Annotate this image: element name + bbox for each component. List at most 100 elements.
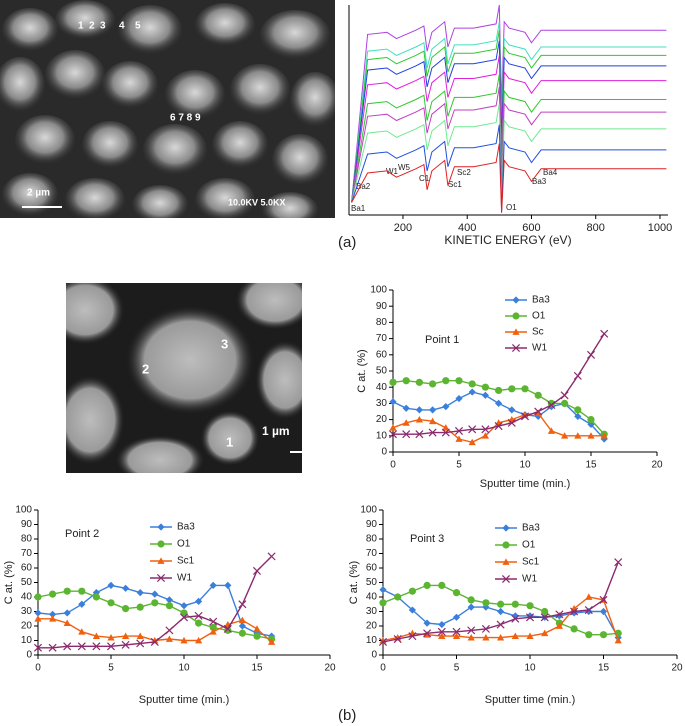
series-line xyxy=(351,40,667,203)
marker xyxy=(586,350,596,359)
y-tick-label: 70 xyxy=(376,333,388,344)
marker xyxy=(555,622,563,629)
marker xyxy=(209,581,217,589)
marker xyxy=(63,609,71,617)
marker xyxy=(570,625,578,633)
point-label: 5 xyxy=(135,21,141,32)
x-tick-label: 10 xyxy=(178,663,190,674)
marker xyxy=(468,388,476,396)
marker xyxy=(107,581,115,589)
marker xyxy=(441,428,450,437)
marker xyxy=(495,386,503,395)
marker xyxy=(570,609,578,617)
marker xyxy=(136,639,145,648)
peak-label: O1 xyxy=(506,203,517,212)
marker xyxy=(223,624,232,633)
marker xyxy=(63,619,71,626)
marker xyxy=(481,624,490,633)
marker xyxy=(165,626,174,635)
annotation: Point 2 xyxy=(65,528,99,540)
marker xyxy=(442,424,450,431)
marker xyxy=(534,407,543,416)
marker xyxy=(33,643,43,652)
marker xyxy=(78,587,86,595)
legend-label: W1 xyxy=(532,343,547,354)
marker xyxy=(92,642,101,651)
marker xyxy=(429,417,437,425)
y-tick-label: 80 xyxy=(21,534,33,545)
marker xyxy=(467,634,475,641)
marker xyxy=(415,416,423,423)
panel-label: (a) xyxy=(338,234,356,251)
marker xyxy=(393,635,402,644)
x-tick-label: 5 xyxy=(108,663,114,674)
marker xyxy=(48,643,57,652)
legend-label: O1 xyxy=(532,311,546,322)
point-label: 2 xyxy=(142,361,149,376)
marker xyxy=(547,400,556,410)
point-label: 6 7 8 9 xyxy=(170,113,201,124)
marker xyxy=(165,602,173,610)
legend-label: O1 xyxy=(177,539,191,550)
marker xyxy=(520,412,530,421)
marker xyxy=(467,626,476,635)
marker xyxy=(415,406,423,414)
y-tick-label: 70 xyxy=(21,548,33,559)
marker xyxy=(423,629,432,638)
series-line xyxy=(351,30,667,203)
marker xyxy=(195,636,203,644)
marker xyxy=(438,620,446,629)
y-tick-label: 100 xyxy=(15,505,32,516)
annotation: Point 3 xyxy=(410,533,444,545)
y-axis-label: C at. (%) xyxy=(3,561,15,604)
panel-label: (b) xyxy=(338,707,356,724)
y-tick-label: 20 xyxy=(366,621,378,632)
peak-label: Ba3 xyxy=(532,177,547,186)
marker xyxy=(267,552,276,561)
legend-label: Sc1 xyxy=(177,556,195,567)
x-tick-label: 200 xyxy=(394,222,412,234)
marker xyxy=(194,611,203,620)
legend-label: Ba3 xyxy=(177,522,195,533)
marker xyxy=(541,607,549,616)
marker xyxy=(77,642,86,651)
marker xyxy=(136,603,144,611)
marker xyxy=(561,432,569,439)
marker xyxy=(389,398,397,406)
marker xyxy=(512,296,520,304)
marker xyxy=(253,632,261,640)
marker xyxy=(574,432,582,439)
marker xyxy=(452,627,461,636)
y-tick-label: 0 xyxy=(371,650,377,661)
y-tick-label: 10 xyxy=(21,635,33,646)
x-tick-label: 5 xyxy=(454,663,460,674)
x-tick-label: 10 xyxy=(519,460,531,471)
marker xyxy=(521,385,529,393)
legend-label: W1 xyxy=(177,573,192,584)
marker xyxy=(600,435,608,443)
marker xyxy=(49,590,57,598)
marker xyxy=(268,638,276,645)
marker xyxy=(180,602,188,610)
marker xyxy=(423,631,431,638)
legend-label: Sc1 xyxy=(522,557,540,568)
marker xyxy=(179,613,189,622)
marker xyxy=(238,600,247,609)
y-tick-label: 90 xyxy=(21,519,33,530)
marker xyxy=(482,634,490,641)
marker xyxy=(209,623,217,632)
marker xyxy=(224,581,232,589)
marker xyxy=(438,581,446,590)
marker xyxy=(481,425,490,434)
peak-label: W5 xyxy=(398,163,411,172)
series-line xyxy=(351,143,667,213)
peak-label: W1 xyxy=(386,167,399,176)
marker xyxy=(482,603,490,611)
peak-label: C1 xyxy=(419,174,430,183)
legend-label: Ba3 xyxy=(522,523,540,534)
marker xyxy=(34,609,42,617)
marker xyxy=(497,634,505,641)
legend-label: Sc xyxy=(532,327,544,338)
peak-label: Sc2 xyxy=(457,168,471,177)
